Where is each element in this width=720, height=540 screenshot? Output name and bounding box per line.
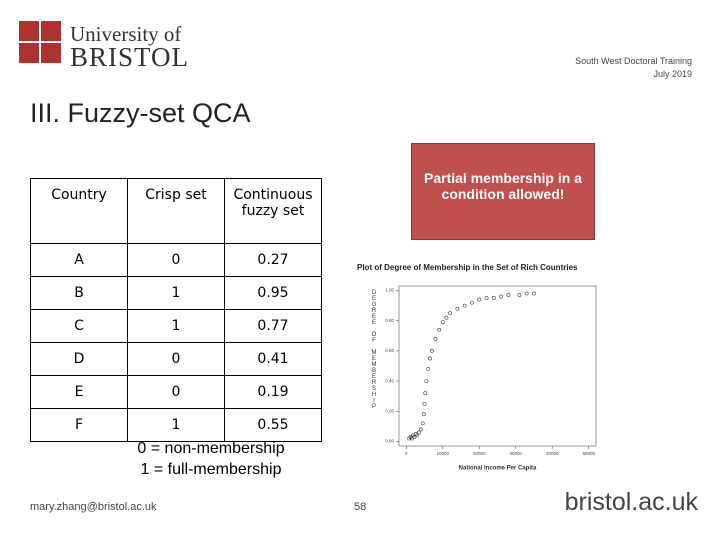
- header-row: Country Crisp set Continuous fuzzy set: [30, 178, 322, 244]
- x-tick-label: 30000: [509, 451, 522, 456]
- table-row: F 1 0.55: [30, 408, 322, 442]
- x-tick-label: 20000: [473, 451, 486, 456]
- table-cell: D: [30, 342, 128, 376]
- point: [428, 356, 432, 361]
- note: 0 = non-membership: [137, 440, 285, 457]
- header-cell: Crisp set: [127, 178, 225, 244]
- point: [506, 293, 511, 297]
- point: [440, 320, 445, 325]
- footer-site: bristol.ac.uk: [564, 488, 698, 516]
- table-row: D 0 0.41: [30, 342, 322, 376]
- point: [422, 401, 427, 406]
- y-tick-label: 0.00: [385, 439, 394, 444]
- point: [462, 303, 467, 308]
- point: [412, 435, 417, 439]
- y-tick-label: 1.00: [385, 288, 394, 293]
- table-cell: 0: [127, 342, 225, 376]
- plot-frame: [398, 285, 597, 447]
- logo-line1: University of: [70, 22, 182, 46]
- x-tick-label: 50000: [582, 451, 595, 456]
- point: [424, 379, 429, 383]
- table-cell: 0: [127, 375, 225, 409]
- table-row: C 1 0.77: [30, 309, 322, 343]
- table-cell: B: [30, 276, 128, 310]
- header-program: South West Doctoral Training: [575, 56, 692, 66]
- x-axis-label: National Income Per Capita: [459, 466, 537, 472]
- y-axis-label: DEGREE OF MEMBERSHIP: [371, 290, 377, 410]
- footer-email: mary.zhang@bristol.ac.uk: [30, 501, 157, 513]
- point: [524, 291, 529, 296]
- table-cell: 1: [127, 408, 225, 442]
- x-tick-label: 40000: [546, 451, 559, 456]
- point: [517, 293, 522, 297]
- point: [470, 300, 474, 305]
- table-cell: C: [30, 309, 128, 343]
- point: [421, 412, 426, 417]
- table-cell: E: [30, 375, 128, 409]
- table-cell: F: [30, 408, 128, 442]
- y-tick-label: 0.80: [385, 318, 394, 323]
- point: [423, 391, 428, 396]
- point: [418, 427, 423, 432]
- point: [532, 291, 536, 296]
- point: [455, 306, 460, 311]
- point: [415, 433, 420, 438]
- x-tick-label: 10000: [437, 451, 450, 456]
- point: [426, 367, 431, 371]
- table-row: A 0 0.27: [30, 243, 322, 277]
- data-table: Country Crisp set Continuous fuzzy set A 0 0.…: [30, 178, 322, 442]
- point: [417, 430, 421, 435]
- table-cell: 0: [127, 243, 225, 277]
- chart-title: Plot of Degree of Membership in the Set …: [357, 263, 578, 272]
- point: [477, 297, 482, 302]
- table-row: B 1 0.95: [30, 276, 322, 310]
- y-tick-label: 0.20: [385, 408, 394, 413]
- point: [429, 349, 434, 353]
- table-cell: 0.41: [224, 342, 322, 376]
- point: [437, 327, 442, 332]
- table-row: E 0 0.19: [30, 375, 322, 409]
- y-tick-label: 0.40: [385, 378, 394, 383]
- point: [499, 294, 504, 299]
- point: [420, 421, 425, 426]
- point: [491, 296, 496, 300]
- logo-crest: [19, 21, 61, 63]
- table-cell: 0.77: [224, 309, 322, 343]
- table-cell: 1: [127, 309, 225, 343]
- table-cell: 0.55: [224, 408, 322, 442]
- slide-title: III. Fuzzy-set QCA: [30, 98, 251, 128]
- table-cell: 1: [127, 276, 225, 310]
- table-cell: 0.19: [224, 375, 322, 409]
- y-tick-label: 0.60: [385, 348, 394, 353]
- page-number: 58: [354, 501, 367, 513]
- table-cell: 0.27: [224, 243, 322, 277]
- point: [433, 336, 438, 341]
- table-cell: A: [30, 243, 128, 277]
- note: 1 = full-membership: [140, 461, 282, 478]
- x-tick-label: 0: [405, 451, 408, 456]
- membership-plot: Plot of Degree of Membership in the Set …: [357, 263, 597, 472]
- header-cell: Country: [30, 178, 128, 244]
- header-date: July 2019: [653, 69, 692, 79]
- point: [444, 315, 449, 320]
- callout: Partial membership in a condition allowe…: [411, 143, 595, 240]
- point: [448, 311, 452, 316]
- point: [484, 296, 489, 300]
- logo-line2: BRISTOL: [70, 42, 190, 72]
- header-cell: Continuous fuzzy set: [224, 178, 322, 244]
- table-cell: 0.95: [224, 276, 322, 310]
